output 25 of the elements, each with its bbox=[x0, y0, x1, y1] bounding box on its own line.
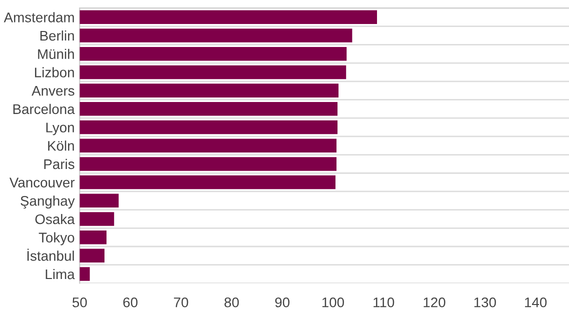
y-tick-label: Anvers bbox=[32, 86, 74, 96]
y-tick-label: Paris bbox=[44, 158, 74, 170]
y-tick-label: Tokyo bbox=[38, 232, 74, 246]
y-tick-label: Barcelona bbox=[13, 104, 75, 114]
x-tick-label: 110 bbox=[374, 297, 394, 308]
y-tick-label: Berlin bbox=[40, 30, 74, 41]
x-tick-label: 140 bbox=[525, 297, 547, 308]
x-tick-label: 120 bbox=[424, 297, 446, 308]
y-tick-label: Lima bbox=[46, 268, 75, 280]
y-tick-label: Osaka bbox=[35, 214, 75, 224]
x-tick-label: 130 bbox=[474, 297, 496, 308]
y-tick-label: Köln bbox=[48, 140, 74, 151]
y-tick-label: Amsterdam bbox=[4, 12, 74, 22]
x-tick-label: 100 bbox=[322, 297, 344, 308]
y-tick-label: Lizbon bbox=[35, 67, 74, 78]
y-tick-label: Şanghay bbox=[20, 196, 75, 209]
y-tick-label: Vancouver bbox=[9, 178, 75, 188]
x-tick-label: 90 bbox=[275, 297, 290, 308]
x-tick-label: 80 bbox=[224, 297, 239, 308]
y-tick-label: İstanbul bbox=[27, 248, 74, 261]
x-tick-label: 50 bbox=[72, 297, 87, 308]
x-tick-label: 70 bbox=[174, 297, 188, 308]
x-tick-label: 60 bbox=[123, 297, 138, 308]
y-tick-label: Lyon bbox=[46, 122, 74, 136]
y-tick-label: Münih bbox=[38, 48, 74, 60]
